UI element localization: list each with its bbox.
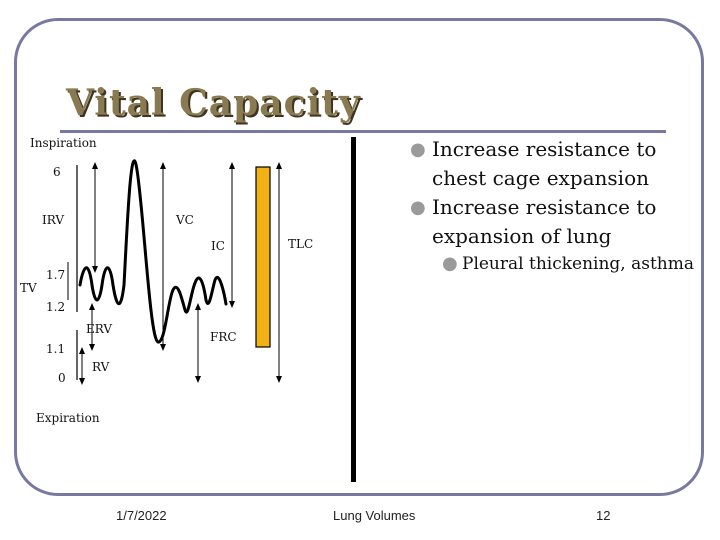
label-irv: IRV (42, 213, 64, 227)
label-erv: ERV (86, 322, 112, 336)
sub-bullet-item: ● Pleural thickening, asthma (442, 253, 700, 275)
sub-bullet-dot-icon: ● (442, 253, 458, 274)
bullet-text: Increase resistance to expansion of lung (432, 195, 657, 248)
tick-6: 6 (53, 165, 61, 179)
label-expiration: Expiration (36, 411, 100, 425)
bullet-item: ● Increase resistance to chest cage expa… (410, 135, 700, 193)
spirometry-trace (78, 159, 228, 344)
label-tv: TV (20, 281, 37, 295)
label-inspiration: Inspiration (30, 136, 97, 150)
label-tlc: TLC (288, 237, 313, 251)
sub-bullet-text: Pleural thickening, asthma (462, 254, 695, 274)
label-vc: VC (175, 213, 194, 227)
footer-page-number: 12 (596, 508, 611, 523)
tick-0: 0 (58, 371, 66, 385)
tick-1-7: 1.7 (46, 268, 65, 282)
axis-bar (351, 137, 356, 482)
bullet-dot-icon: ● (410, 197, 426, 218)
tick-1-2: 1.2 (46, 300, 65, 314)
tick-1-1: 1.1 (46, 342, 65, 356)
bullet-list: ● Increase resistance to chest cage expa… (410, 135, 700, 275)
tlc-bar (255, 166, 271, 348)
bullet-text: Increase resistance to chest cage expans… (432, 137, 657, 190)
label-rv: RV (92, 360, 110, 374)
footer-date: 1/7/2022 (116, 508, 167, 523)
label-ic: IC (211, 239, 225, 253)
title-rule (60, 130, 666, 133)
footer-title: Lung Volumes (333, 508, 416, 523)
label-frc: FRC (210, 330, 237, 344)
slide-frame (14, 18, 704, 496)
bullet-item: ● Increase resistance to expansion of lu… (410, 193, 700, 251)
slide-title: Vital Capacity (66, 82, 361, 124)
bullet-dot-icon: ● (410, 139, 426, 160)
